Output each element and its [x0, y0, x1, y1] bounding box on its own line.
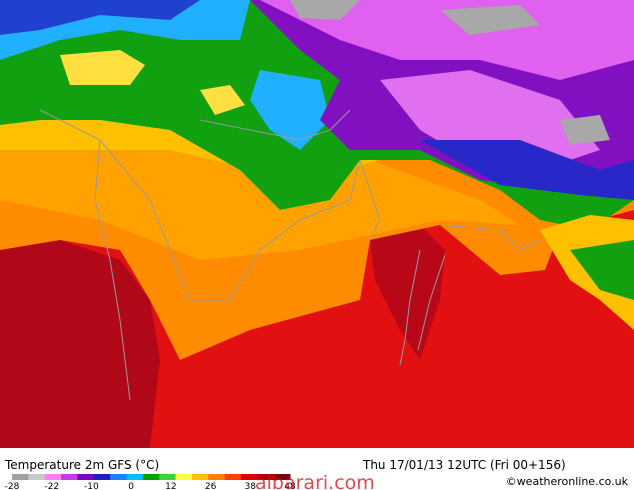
legend-swatch	[240, 474, 258, 480]
legend-swatch	[224, 474, 242, 480]
legend-tick: 48	[284, 482, 296, 490]
legend-swatch	[110, 474, 127, 480]
legend-swatch	[191, 474, 209, 480]
legend-swatch	[175, 474, 193, 480]
legend-tick: -22	[44, 482, 59, 490]
legend-swatch	[93, 474, 111, 480]
legend-swatch	[142, 474, 160, 480]
map	[0, 0, 634, 448]
legend-swatch	[28, 474, 46, 480]
legend-tick: 12	[165, 482, 176, 490]
watermark: albarari.com	[255, 472, 375, 490]
legend-tick: 38	[245, 482, 257, 490]
borders	[39, 109, 541, 401]
legend-tick: 26	[205, 482, 217, 490]
legend: -28 -22 -10 0 12 26 38 48	[5, 474, 296, 490]
credit: ©weatheronline.co.uk	[506, 475, 629, 488]
legend-swatch	[273, 474, 291, 480]
legend-tick: -10	[84, 482, 99, 490]
legend-swatch	[77, 474, 95, 480]
legend-swatch	[257, 474, 275, 480]
legend-swatch	[126, 474, 144, 480]
map-title: Temperature 2m GFS (°C)	[4, 458, 159, 472]
legend-tick: 0	[128, 482, 134, 490]
legend-swatch	[159, 474, 177, 480]
legend-swatch	[12, 474, 29, 480]
legend-swatch	[44, 474, 62, 480]
legend-swatch	[208, 474, 226, 480]
legend-tick: -28	[5, 482, 20, 490]
legend-swatch	[61, 474, 78, 480]
datetime: Thu 17/01/13 12UTC (Fri 00+156)	[362, 458, 566, 472]
